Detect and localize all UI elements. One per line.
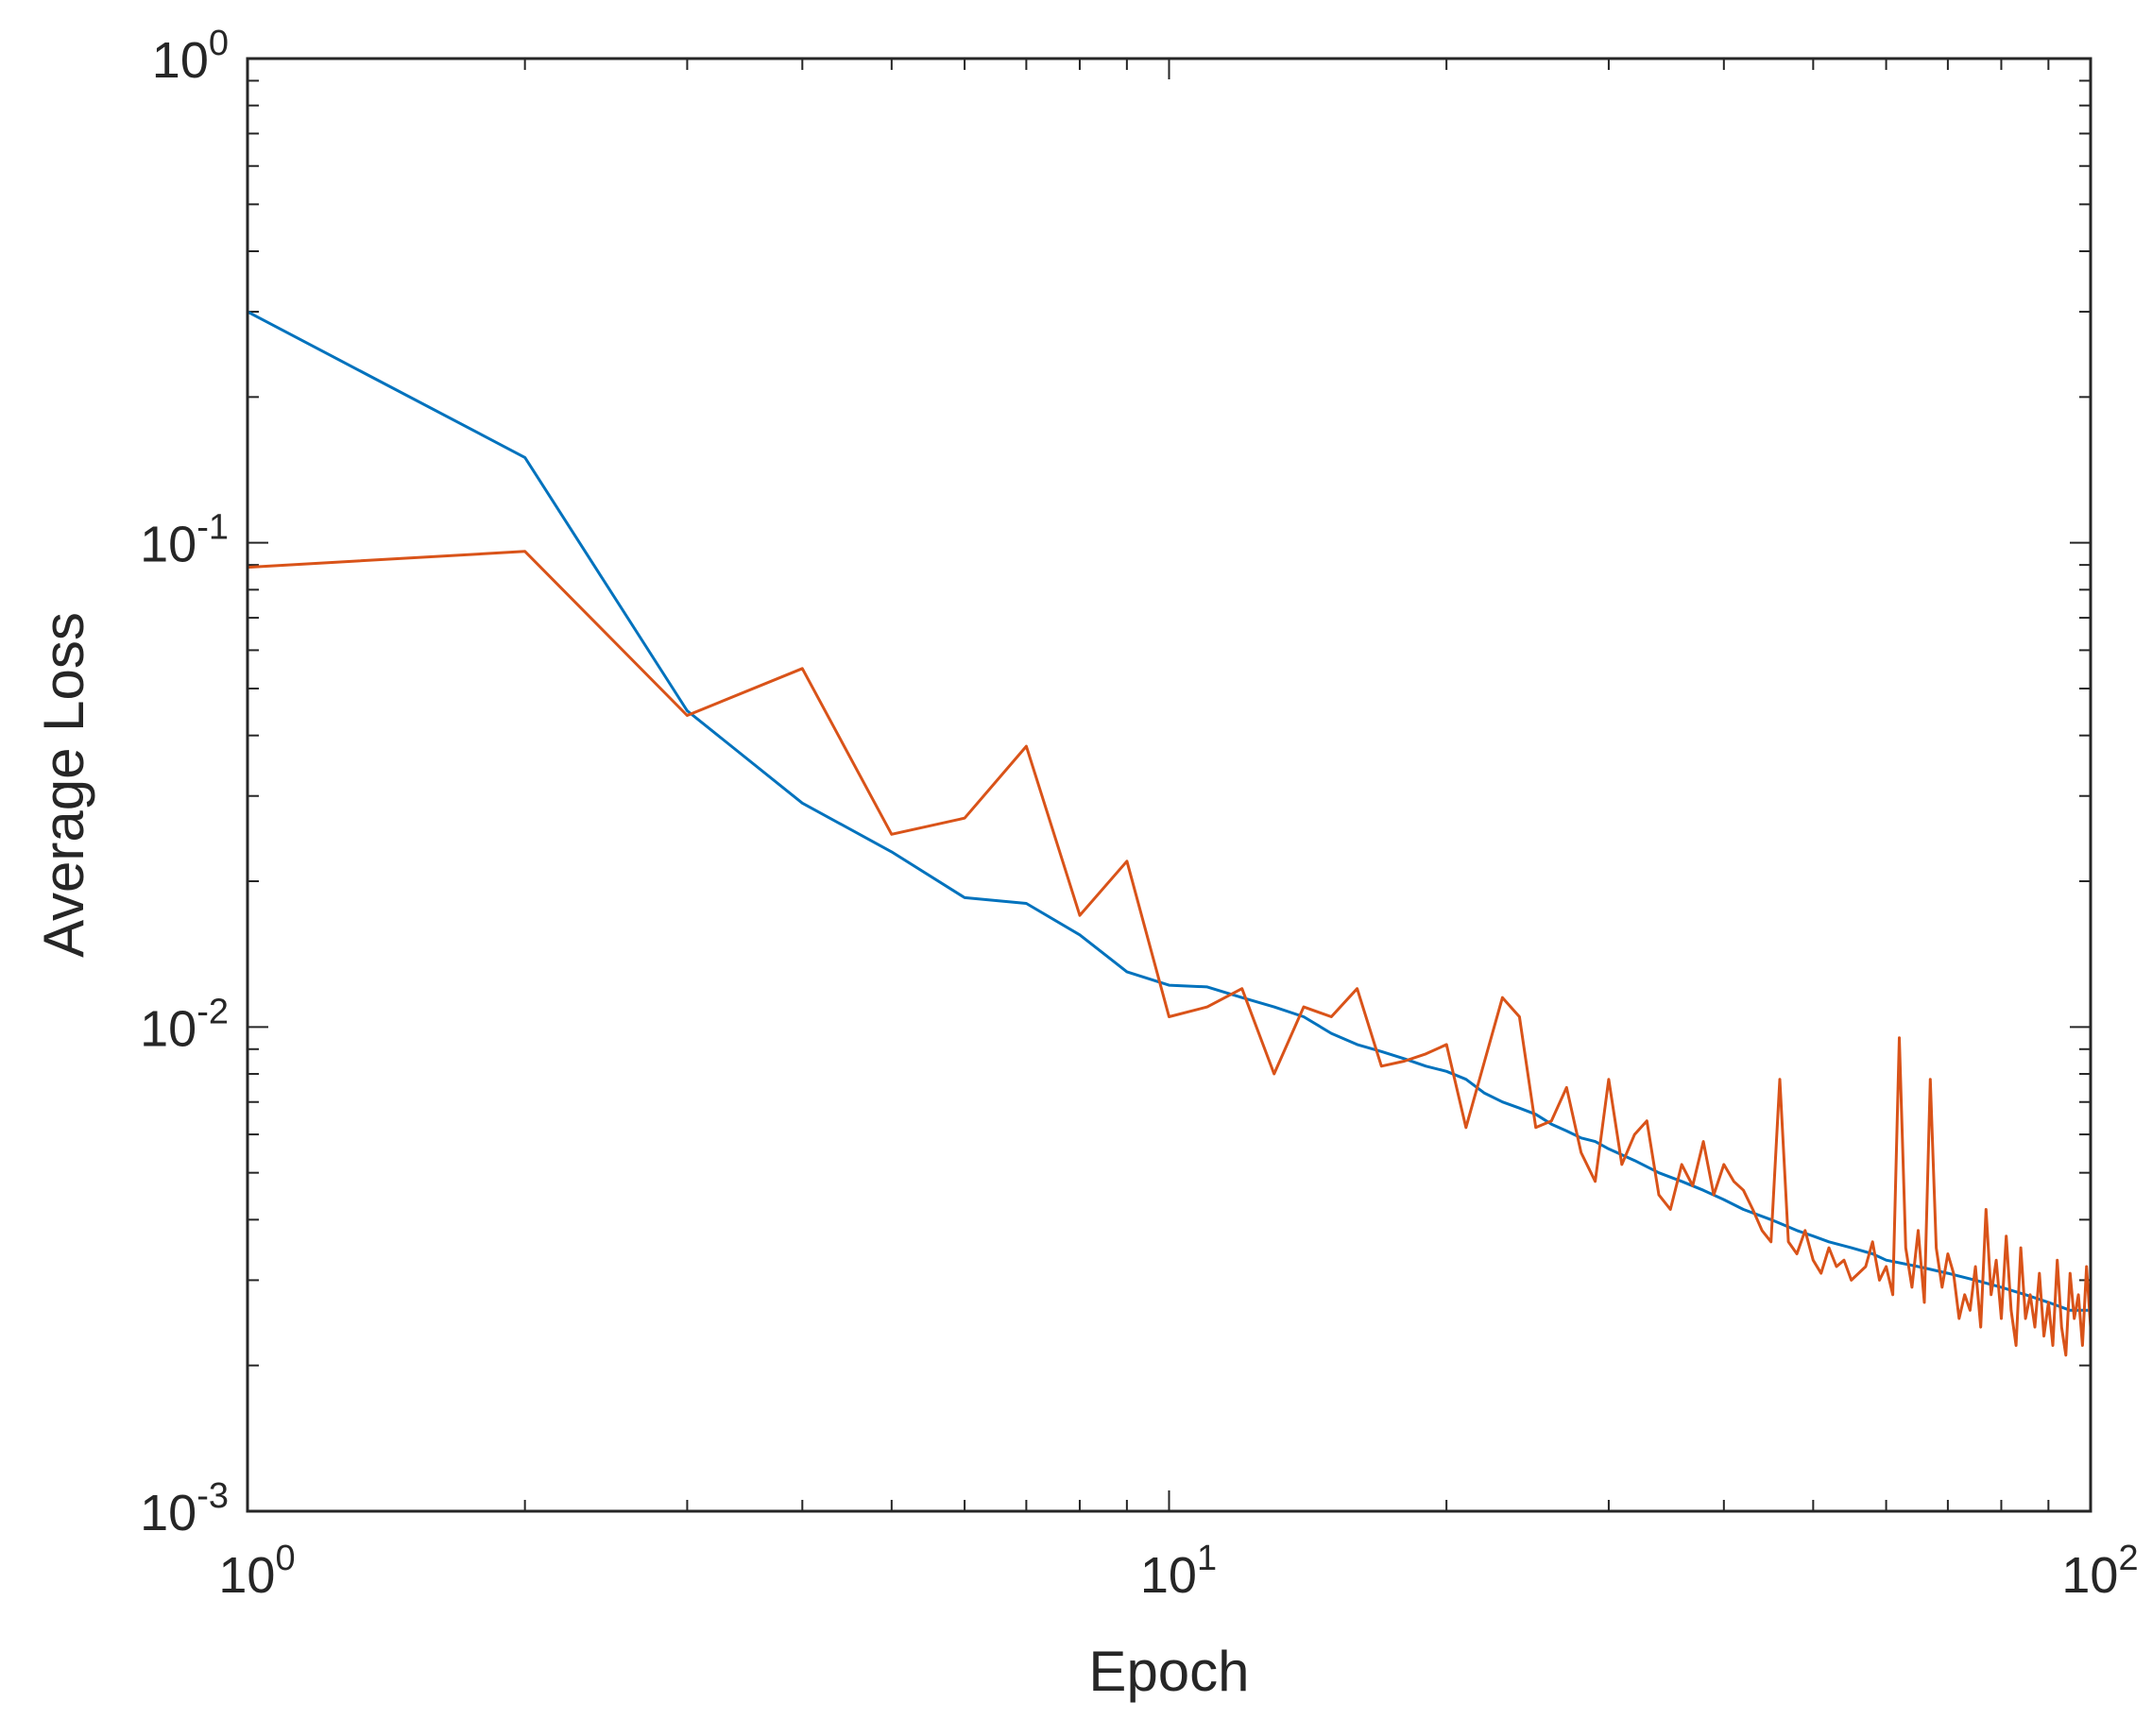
- y-tick-exponent: -1: [196, 508, 229, 548]
- x-axis-label: Epoch: [1088, 1640, 1249, 1703]
- y-tick-base: 10: [140, 1485, 196, 1541]
- y-tick-label: 100: [152, 24, 229, 89]
- series-line-1: [246, 310, 2092, 1312]
- y-tick-label: 10-3: [140, 1476, 229, 1541]
- x-tick-exponent: 1: [1197, 1539, 1217, 1578]
- y-tick-base: 10: [152, 32, 209, 89]
- x-tick-base: 10: [218, 1547, 275, 1604]
- x-tick-base: 10: [1140, 1547, 1197, 1604]
- y-tick-exponent: -3: [196, 1476, 229, 1516]
- x-tick-base: 10: [2061, 1547, 2118, 1604]
- y-tick-base: 10: [140, 517, 196, 573]
- y-tick-exponent: -2: [196, 992, 229, 1031]
- series-lines: [246, 310, 2092, 1357]
- plot-frame: [246, 57, 2092, 1513]
- x-tick-exponent: 2: [2118, 1539, 2138, 1578]
- y-tick-label: 10-2: [140, 992, 229, 1057]
- y-tick-exponent: 0: [209, 24, 229, 63]
- x-tick-label: 102: [2061, 1539, 2138, 1604]
- series-line-2: [246, 550, 2092, 1357]
- y-tick-base: 10: [140, 1000, 196, 1057]
- y-axis-label: Average Loss: [32, 612, 95, 958]
- x-tick-label: 100: [218, 1539, 295, 1604]
- x-tick-exponent: 0: [275, 1539, 295, 1578]
- y-tick-label: 10-1: [140, 508, 229, 573]
- x-tick-label: 101: [1140, 1539, 1217, 1604]
